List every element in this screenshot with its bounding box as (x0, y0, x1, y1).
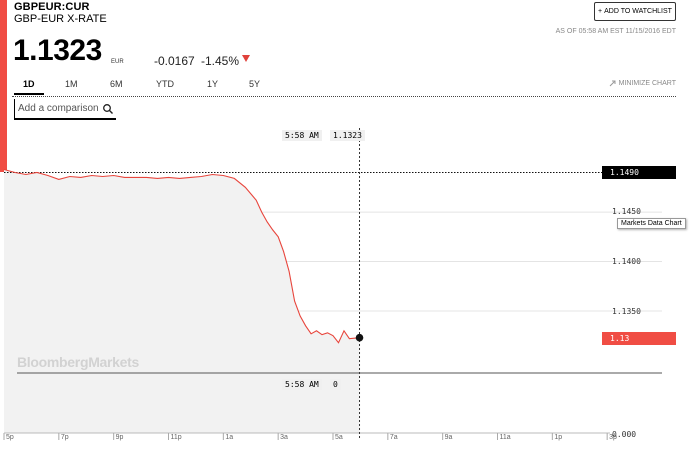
tab-5y[interactable]: 5Y (249, 79, 261, 89)
current-price-label: 1.13 (602, 332, 676, 345)
crosshair-price-top: 1.1323 (330, 130, 365, 141)
price-change: -0.0167 (154, 54, 195, 68)
volume-tick-label: 0.000 (612, 430, 637, 439)
x-tick-label: 5a (335, 434, 343, 441)
as-of-timestamp: AS OF 05:58 AM EST 11/15/2016 EDT (555, 28, 676, 35)
crosshair-time-top: 5:58 AM (282, 130, 322, 141)
x-tick-label: 9a (444, 434, 453, 441)
x-tick-label: 7a (389, 434, 398, 441)
x-tick-label: 3p (609, 434, 617, 441)
tab-1y[interactable]: 1Y (207, 79, 219, 89)
price-value: 1.1323 (13, 34, 102, 67)
x-tick-label: 5p (6, 434, 14, 441)
down-arrow-icon (242, 55, 250, 62)
plus-icon: + (598, 8, 603, 15)
chart-tooltip: Markets Data Chart (617, 218, 686, 229)
add-to-watchlist-button[interactable]: + ADD TO WATCHLIST (594, 2, 676, 21)
x-tick-label: 7p (60, 434, 69, 441)
crosshair-volume: 0 (330, 379, 341, 390)
tab-6m[interactable]: 6M (110, 79, 123, 89)
y-tick-label: 1.1350 (612, 307, 641, 316)
security-name: GBP-EUR X-RATE (14, 13, 107, 25)
comparison-search (14, 99, 116, 120)
x-tick-label: 9p (115, 434, 124, 441)
range-tabs: 1D 1M 6M YTD 1Y 5Y (12, 79, 676, 96)
crosshair-time-bottom: 5:58 AM (282, 379, 322, 390)
x-tick-label: 11a (499, 434, 511, 441)
bloomberg-watermark: BloombergMarkets (17, 354, 140, 370)
price-line (3, 168, 360, 344)
tab-ytd[interactable]: YTD (156, 79, 174, 89)
previous-close-label: 1.1490 (602, 166, 676, 179)
y-tick-label: 1.1450 (612, 207, 641, 216)
active-tab-underline (14, 93, 44, 95)
minimize-icon (609, 80, 616, 87)
x-tick-label: 1a (225, 434, 234, 441)
x-tick-label: 1p (554, 434, 563, 441)
minimize-chart-label: MINIMIZE CHART (618, 80, 676, 87)
price-area-fill (4, 169, 360, 373)
tab-1d[interactable]: 1D (23, 79, 35, 89)
add-to-watchlist-label: ADD TO WATCHLIST (604, 8, 672, 15)
search-icon[interactable] (102, 103, 114, 115)
y-tick-label: 1.1400 (612, 257, 641, 266)
x-tick-label: 11p (170, 434, 182, 441)
price-currency: EUR (111, 59, 124, 65)
current-point-marker (355, 333, 364, 342)
ticker-symbol: GBPEUR:CUR (14, 1, 90, 13)
price-change-percent: -1.45% (201, 54, 240, 68)
minimize-chart-button[interactable]: MINIMIZE CHART (609, 80, 676, 87)
red-accent-bar (0, 0, 7, 172)
tab-1m[interactable]: 1M (65, 79, 78, 89)
header-divider (12, 96, 676, 97)
x-tick-label: 3a (280, 434, 288, 441)
comparison-input[interactable] (18, 103, 102, 114)
